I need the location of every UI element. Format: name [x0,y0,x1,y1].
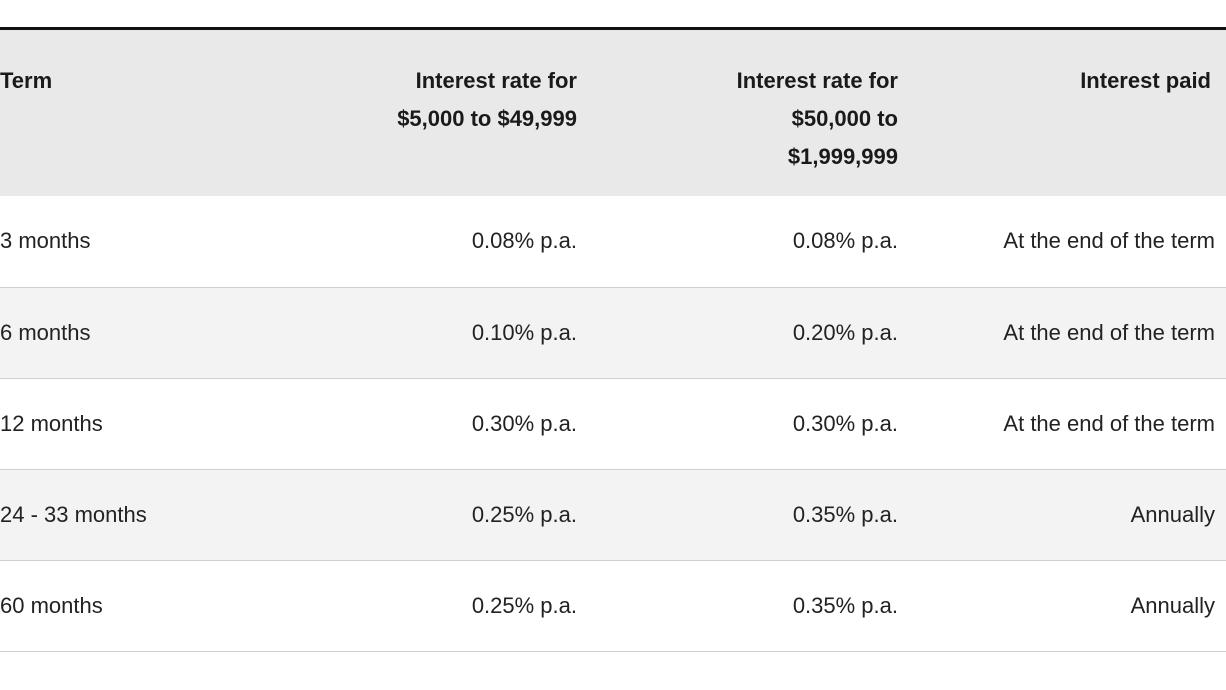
cell-rate-low: 0.30% p.a. [247,378,588,470]
column-header-term-label: Term [0,68,53,93]
cell-rate-low: 0.25% p.a. [247,560,588,652]
cell-interest-paid: At the end of the term [909,287,1226,379]
cell-term: 12 months [0,378,247,470]
cell-interest-paid: Annually [909,469,1226,561]
cell-rate-low: 0.25% p.a. [247,469,588,561]
column-header-rate-high-line-3: $1,999,999 [787,144,898,169]
table-header: Term Interest rate for $5,000 to $49,999… [0,30,1226,196]
interest-rates-table: Term Interest rate for $5,000 to $49,999… [0,30,1226,652]
column-header-rate-low-line-1: Interest rate for [415,68,577,93]
table-row: 24 - 33 months 0.25% p.a. 0.35% p.a. Ann… [0,469,1226,561]
cell-term: 6 months [0,287,247,379]
column-header-rate-high-line-1: Interest rate for [736,68,898,93]
column-header-rate-high: Interest rate for $50,000 to $1,999,999 [588,30,909,196]
cell-rate-high: 0.30% p.a. [588,378,909,470]
cell-term: 24 - 33 months [0,469,247,561]
header-row: Term Interest rate for $5,000 to $49,999… [0,30,1226,196]
column-header-interest-paid-label: Interest paid [1080,68,1211,93]
table-body: 3 months 0.08% p.a. 0.08% p.a. At the en… [0,196,1226,652]
cell-interest-paid: Annually [909,560,1226,652]
cell-term: 3 months [0,196,247,288]
cell-rate-high: 0.35% p.a. [588,469,909,561]
column-header-rate-low-line-2: $5,000 to $49,999 [397,106,577,131]
cell-rate-high: 0.35% p.a. [588,560,909,652]
table-top-rule [0,27,1226,30]
table-row: 6 months 0.10% p.a. 0.20% p.a. At the en… [0,287,1226,379]
cell-rate-low: 0.08% p.a. [247,196,588,288]
column-header-rate-high-line-2: $50,000 to [791,106,898,131]
table-row: 12 months 0.30% p.a. 0.30% p.a. At the e… [0,378,1226,470]
cell-interest-paid: At the end of the term [909,196,1226,288]
cell-rate-high: 0.20% p.a. [588,287,909,379]
cell-interest-paid: At the end of the term [909,378,1226,470]
table-row: 60 months 0.25% p.a. 0.35% p.a. Annually [0,560,1226,652]
column-header-rate-low: Interest rate for $5,000 to $49,999 [247,30,588,196]
column-header-interest-paid: Interest paid [909,30,1226,196]
cell-rate-low: 0.10% p.a. [247,287,588,379]
cell-term: 60 months [0,560,247,652]
column-header-term: Term [0,30,247,196]
cell-rate-high: 0.08% p.a. [588,196,909,288]
table-row: 3 months 0.08% p.a. 0.08% p.a. At the en… [0,196,1226,288]
